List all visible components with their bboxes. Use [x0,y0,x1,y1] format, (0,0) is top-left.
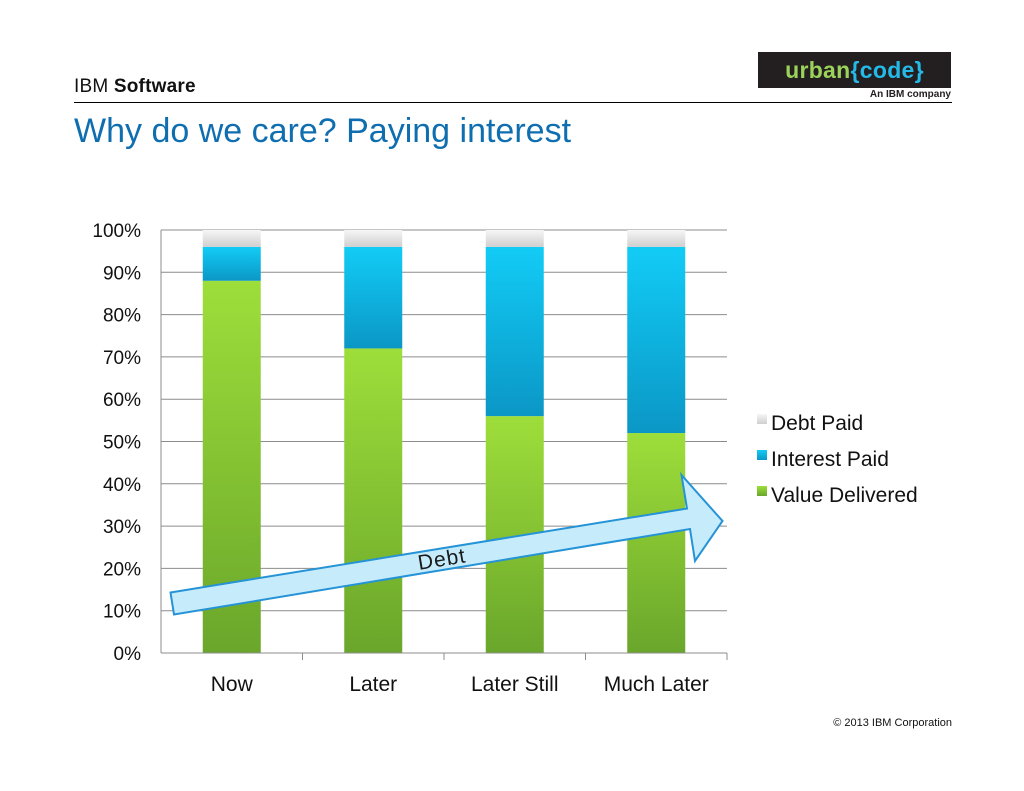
y-tick-label: 40% [103,475,141,496]
y-tick-label: 20% [103,559,141,580]
y-tick-label: 80% [103,306,141,327]
y-tick-label: 50% [103,433,141,454]
axes: 0% 10% 20% 30% 40% 50% 60% 70% 80% 90% 100% Now Late… [92,221,728,696]
y-tick-label: 100% [92,221,141,242]
legend-swatch-interest-paid [757,450,767,460]
debt-arrow-shape [169,471,724,616]
logo-brace-word: code [859,57,915,83]
bar-value-delivered-later [344,348,403,653]
y-tick-label: 70% [103,348,141,369]
logo-tagline: An IBM company [869,89,951,100]
x-tick-label: Much Later [604,673,709,696]
logo-word: urban [785,57,851,83]
bar-value-delivered-much-later [627,433,686,653]
header-divider [74,102,952,103]
bar-interest-paid-later [344,246,403,349]
brand-software: Software [113,76,196,97]
copyright-notice: © 2013 IBM Corporation [833,717,952,729]
slide-title: Why do we care? Paying interest [74,112,572,150]
logo-brace-open: { [850,57,860,83]
legend-label-value-delivered: Value Delivered [771,484,918,507]
y-tick-label: 10% [103,602,141,623]
urbancode-logo: urban{code} An IBM company [758,52,951,100]
brand-ibm: IBM [74,76,109,97]
legend: Debt Paid Interest Paid Value Delivered [757,412,918,507]
bar-interest-paid-much-later [627,246,686,434]
legend-swatch-debt-paid [757,414,767,424]
legend-label-debt-paid: Debt Paid [771,412,863,435]
debt-arrow-label: Debt [416,544,467,575]
brand-wordmark: IBM Software [74,76,196,98]
y-tick-label: 0% [114,644,142,665]
y-tick-label: 60% [103,390,141,411]
bar-interest-paid-now [202,246,261,281]
legend-swatch-value-delivered [757,486,767,496]
x-tick-label: Later [349,673,397,696]
logo-box: urban{code} [758,52,951,88]
legend-label-interest-paid: Interest Paid [771,448,889,471]
bar-debt-paid-later-still [485,230,544,247]
x-tick-label: Later Still [471,673,559,696]
bar-debt-paid-much-later [627,230,686,247]
bar-interest-paid-later-still [485,246,544,417]
bar-debt-paid-later [344,230,403,247]
x-tick-label: Now [211,673,254,696]
bar-debt-paid-now [202,230,261,247]
y-tick-label: 90% [103,263,141,284]
logo-brace-close: } [914,57,924,83]
y-tick-label: 30% [103,517,141,538]
